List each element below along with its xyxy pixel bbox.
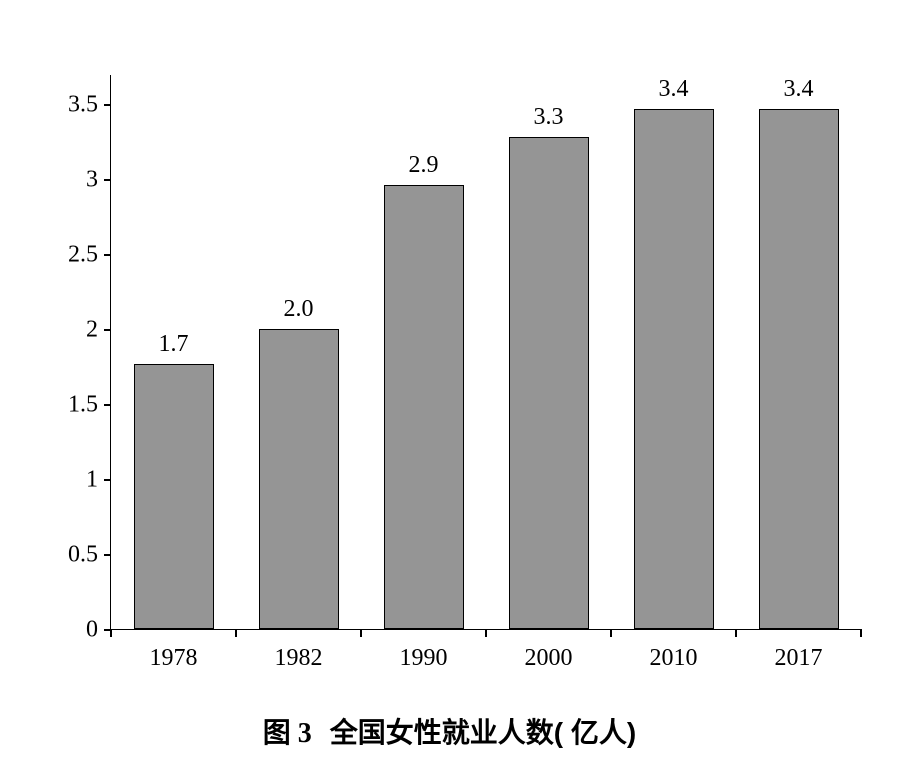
bar <box>509 137 589 629</box>
bar <box>634 109 714 630</box>
plot-area: 19781.719822.019902.920003.320103.420173… <box>110 75 860 630</box>
bar <box>134 364 214 630</box>
y-tick-mark <box>104 104 111 106</box>
bar <box>384 185 464 629</box>
y-tick-label: 1.5 <box>68 392 98 419</box>
y-tick-mark <box>104 554 111 556</box>
y-tick-mark <box>104 479 111 481</box>
bar-value-label: 2.0 <box>284 296 314 323</box>
y-tick-mark <box>104 254 111 256</box>
y-tick-label: 2.5 <box>68 242 98 269</box>
bar-value-label: 1.7 <box>159 331 189 358</box>
x-tick-mark <box>110 629 112 637</box>
y-tick-mark <box>104 329 111 331</box>
x-tick-mark <box>735 629 737 637</box>
x-tick-mark <box>485 629 487 637</box>
x-tick-label: 1978 <box>150 645 198 672</box>
x-tick-label: 2017 <box>775 645 823 672</box>
y-tick-label: 3 <box>86 167 98 194</box>
x-tick-mark <box>610 629 612 637</box>
bar-value-label: 3.4 <box>784 76 814 103</box>
y-tick-label: 0.5 <box>68 542 98 569</box>
x-tick-mark <box>360 629 362 637</box>
y-tick-mark <box>104 179 111 181</box>
y-tick-label: 0 <box>86 617 98 644</box>
x-tick-label: 2000 <box>525 645 573 672</box>
y-tick-mark <box>104 404 111 406</box>
caption-text: 全国女性就业人数( 亿人) <box>330 717 636 748</box>
bar-value-label: 2.9 <box>409 152 439 179</box>
bar-value-label: 3.4 <box>659 76 689 103</box>
y-tick-label: 3.5 <box>68 92 98 119</box>
bar <box>259 329 339 629</box>
bar <box>759 109 839 630</box>
bar-chart: 1978 1.7 1982 2.0 1990 2.9 2000 3.3 2010 3.4 2017 3… <box>40 35 860 675</box>
bar-value-label: 3.3 <box>534 104 564 131</box>
y-tick-label: 2 <box>86 317 98 344</box>
x-tick-label: 1990 <box>400 645 448 672</box>
chart-caption: 图 3 全国女性就业人数( 亿人) <box>0 711 899 751</box>
x-tick-mark <box>860 629 862 637</box>
figure-number: 图 3 <box>263 718 312 749</box>
x-tick-label: 1982 <box>275 645 323 672</box>
x-tick-label: 2010 <box>650 645 698 672</box>
x-tick-mark <box>235 629 237 637</box>
y-tick-label: 1 <box>86 467 98 494</box>
